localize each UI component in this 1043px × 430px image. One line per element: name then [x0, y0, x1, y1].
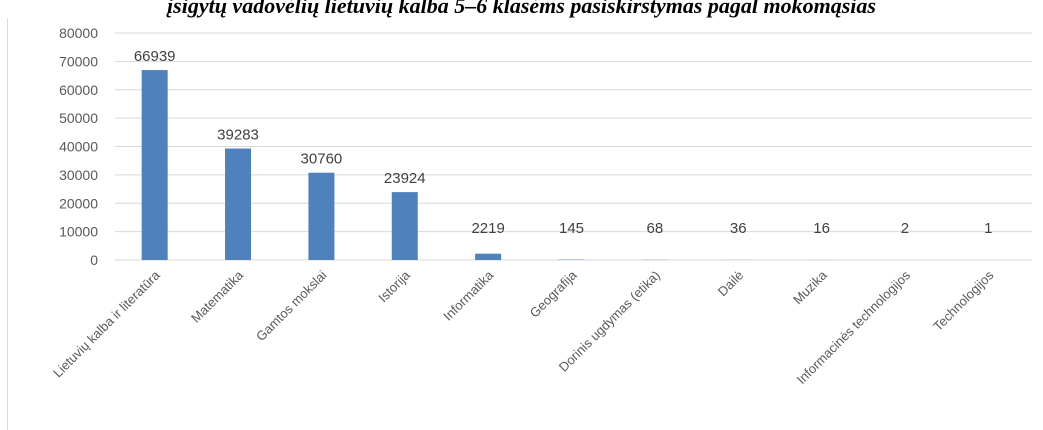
- category-label-3: Istorija: [375, 267, 413, 305]
- bar-1: [225, 148, 252, 260]
- data-label-0: 66939: [134, 48, 176, 65]
- category-label-7: Dailė: [715, 268, 747, 300]
- data-label-7: 36: [730, 220, 747, 237]
- y-tick-label-1: 10000: [59, 224, 98, 240]
- data-label-6: 68: [647, 220, 664, 237]
- data-label-10: 1: [984, 220, 992, 237]
- category-label-8: Muzika: [790, 267, 830, 307]
- bar-0: [141, 70, 168, 261]
- y-tick-label-4: 40000: [59, 139, 98, 155]
- data-label-4: 2219: [471, 220, 504, 237]
- bar-2: [308, 172, 335, 260]
- category-label-1: Matematika: [188, 267, 247, 326]
- y-tick-label-0: 0: [90, 252, 98, 268]
- category-label-5: Geografija: [527, 267, 581, 321]
- data-label-8: 16: [813, 220, 830, 237]
- bar-3: [391, 192, 418, 260]
- category-label-10: Technologijos: [930, 267, 997, 334]
- data-label-5: 145: [559, 220, 584, 237]
- y-tick-label-6: 60000: [59, 82, 98, 98]
- category-label-4: Informatika: [440, 267, 497, 324]
- data-label-3: 23924: [384, 170, 426, 187]
- y-tick-label-5: 50000: [59, 110, 98, 126]
- chart-frame: [7, 18, 1043, 430]
- y-tick-label-7: 70000: [59, 53, 98, 69]
- bar-4: [475, 253, 502, 260]
- y-tick-label-2: 20000: [59, 195, 98, 211]
- data-label-1: 39283: [217, 127, 259, 144]
- data-label-2: 30760: [301, 151, 343, 168]
- y-tick-label-8: 80000: [59, 25, 98, 41]
- y-tick-label-3: 30000: [59, 167, 98, 183]
- chart-title: įsigytų vadovėlių lietuvių kalba 5–6 kla…: [167, 0, 876, 18]
- category-label-0: Lietuvių kalba ir literatūra: [50, 267, 163, 380]
- category-label-2: Gamtos mokslai: [253, 267, 330, 344]
- data-label-9: 2: [901, 220, 909, 237]
